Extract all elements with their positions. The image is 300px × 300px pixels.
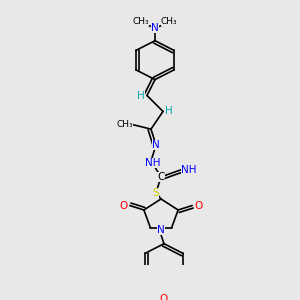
Text: CH₃: CH₃ [161,17,177,26]
Text: N: N [151,23,159,33]
Text: O: O [120,201,128,211]
Text: NH: NH [145,158,161,168]
Text: H: H [137,91,145,100]
Text: C: C [157,172,165,182]
Text: N: N [157,225,165,236]
Text: H: H [165,106,173,116]
Text: NH: NH [181,165,197,175]
Text: CH₃: CH₃ [133,17,149,26]
Text: N: N [152,140,160,150]
Text: O: O [194,201,202,211]
Text: S: S [153,188,159,198]
Text: CH₃: CH₃ [117,120,133,129]
Text: O: O [160,294,168,300]
